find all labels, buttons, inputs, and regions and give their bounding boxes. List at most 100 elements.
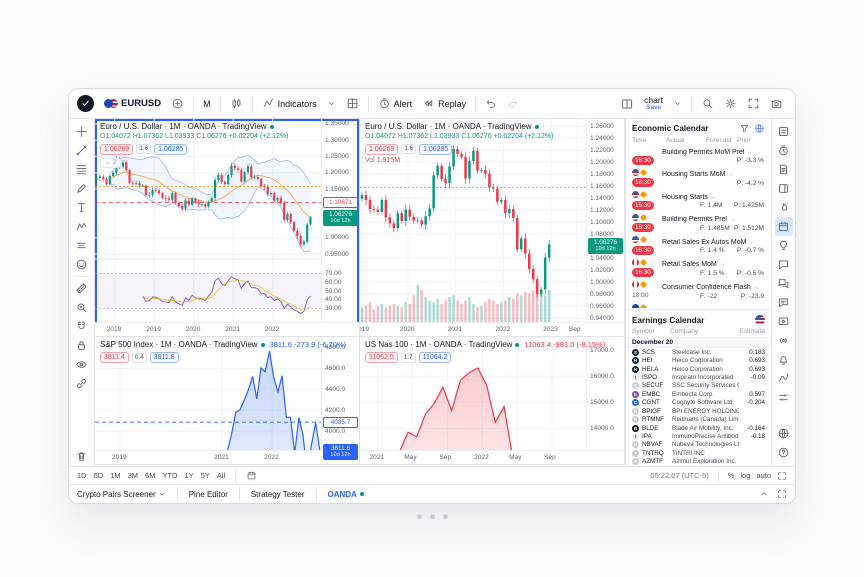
lock-tool[interactable]	[69, 336, 94, 355]
broker-tab[interactable]: OANDA	[328, 490, 364, 499]
replay-button[interactable]: Replay	[418, 95, 470, 112]
news-rail-button[interactable]	[775, 160, 793, 179]
snapshot-button[interactable]	[766, 95, 787, 112]
sell-button[interactable]: 3811.4	[100, 352, 129, 363]
zoom-in-tool[interactable]	[69, 298, 94, 317]
chart-panel-eurusd-main[interactable]: 1.35000 1.30000 1.25000 1.20000 1.15000 1.000…	[95, 119, 360, 337]
community-rail-button[interactable]	[775, 274, 793, 293]
globe-rail-button[interactable]	[775, 424, 793, 443]
panel-maximize-button[interactable]	[777, 489, 787, 499]
sell-button[interactable]: 1.06269	[100, 143, 134, 155]
auto-scale-toggle[interactable]: auto	[756, 471, 771, 480]
chart-panel-spx-index[interactable]: 4800.04600.04400.04200.04000.03600.03400…	[95, 337, 360, 465]
price-axis[interactable]: 4800.04600.04400.04200.04000.03600.03400…	[321, 337, 359, 464]
economic-event-row[interactable]: 16:30 Retail Sales Ex Autos MoM F: 1.4 % P:…	[626, 236, 771, 266]
range-5Y[interactable]: 5Y	[200, 471, 210, 480]
help-rail-button[interactable]	[775, 443, 793, 462]
trend-line-tool[interactable]	[69, 141, 94, 160]
earnings-row[interactable]: B BLDE Blade Air Mobility, Inc. -0.164	[626, 424, 771, 432]
calendar-rail-button[interactable]	[774, 217, 793, 236]
price-axis[interactable]: 1.35000 1.30000 1.25000 1.20000 1.15000 1.000…	[321, 119, 359, 323]
time-axis[interactable]: 2021 May Sep 2022 May Sep	[360, 450, 624, 464]
log-scale-toggle[interactable]: log	[740, 471, 751, 480]
layout-dropdown[interactable]	[669, 97, 686, 110]
range-1M[interactable]: 1M	[110, 471, 121, 480]
indicators-dropdown[interactable]	[323, 97, 340, 110]
panel-collapse-button[interactable]	[759, 489, 769, 499]
tab-pine-editor[interactable]: Pine Editor	[188, 489, 228, 499]
multichart-layout-button[interactable]	[616, 95, 638, 113]
time-axis[interactable]: 2019 2021 2022	[95, 450, 359, 464]
range-5D[interactable]: 5D	[93, 471, 104, 480]
sell-button[interactable]: 1.06269	[365, 143, 399, 155]
maximize-chart-button[interactable]	[777, 471, 787, 481]
notifications-rail-button[interactable]	[775, 350, 793, 369]
alerts-rail-button[interactable]	[775, 141, 793, 160]
time-axis[interactable]: 2018 2019 2020 2021 2022	[95, 322, 359, 336]
calendar-filter-button[interactable]	[739, 123, 750, 134]
buy-button[interactable]: 1.06285	[154, 143, 188, 155]
range-3M[interactable]: 3M	[127, 471, 139, 480]
chart-panel-nasdaq-100[interactable]: 17000.016000.015000.014000.013000.012000…	[360, 337, 625, 465]
buy-button[interactable]: 1.06285	[419, 143, 453, 155]
pine-scripts-rail-button[interactable]	[775, 369, 793, 388]
economic-event-row[interactable]: 16:30 Housing Starts F: 1.4M P: 1.425M	[626, 191, 771, 221]
fullscreen-button[interactable]	[743, 95, 764, 112]
indicator-templates-button[interactable]	[342, 95, 363, 112]
buy-button[interactable]: 3811.8	[149, 352, 179, 363]
broadcast-rail-button[interactable]	[775, 331, 793, 350]
symbol-search-button[interactable]: EURUSD	[100, 96, 165, 111]
crosshair-tool[interactable]	[69, 122, 94, 141]
compare-button[interactable]	[167, 95, 188, 112]
brush-tool[interactable]	[69, 179, 94, 198]
redo-button[interactable]	[503, 96, 523, 112]
range-1D[interactable]: 1D	[77, 471, 87, 480]
time-axis[interactable]: 2019 2020 2021 2022 2023 Sep	[360, 322, 624, 336]
xabcd-pattern-tool[interactable]	[69, 217, 94, 236]
percent-scale-toggle[interactable]: %	[727, 471, 735, 480]
earnings-row[interactable]: A AZMTF Azimut Exploration Inc.	[626, 457, 771, 466]
plot-area[interactable]	[95, 119, 322, 323]
range-1Y[interactable]: 1Y	[184, 471, 194, 480]
clock[interactable]: 05:22:07 (UTC-5)	[650, 471, 709, 480]
chat-rail-button[interactable]	[775, 255, 793, 274]
tradingview-logo[interactable]	[77, 95, 94, 112]
earnings-row[interactable]: E EMBC Embecta Corp. 0.597	[626, 390, 771, 398]
save-layout-button[interactable]: chart Save	[640, 94, 667, 113]
tab-strategy-tester[interactable]: Strategy Tester	[250, 489, 305, 499]
us-flag-icon[interactable]	[755, 315, 765, 325]
economic-event-row[interactable]: 18:00 Consumer Confidence Flash F: -22 P: -…	[626, 282, 771, 308]
price-axis[interactable]: 1.26000 1.24000 1.22000 1.20000 1.18000 1.160…	[586, 119, 624, 323]
streams-rail-button[interactable]	[775, 312, 793, 331]
earnings-row[interactable]: I ISPO Inspirato Incorporated -0.09	[626, 373, 771, 381]
indicators-button[interactable]: Indicators	[258, 95, 321, 112]
economic-event-row[interactable]: 16:30 Building Permits MoM Prel P: -3.3 %	[626, 146, 771, 176]
hotlists-rail-button[interactable]	[775, 198, 793, 217]
earnings-row[interactable]: T TNTRQ TINTRI INC	[626, 449, 771, 457]
economic-event-row[interactable]: 16:30 Housing Starts MoM P: -4.2 %	[626, 169, 771, 199]
ideas-rail-button[interactable]	[775, 236, 793, 255]
emoji-tool[interactable]	[69, 255, 94, 274]
earnings-row[interactable]: N NBVAF Nubeva Technologies Ltd.	[626, 441, 771, 449]
fib-retracement-tool[interactable]	[69, 160, 94, 179]
plot-area[interactable]	[95, 337, 322, 464]
chart-style-button[interactable]	[226, 95, 247, 112]
plot-area[interactable]	[360, 337, 587, 464]
buy-button[interactable]: 11064.2	[418, 352, 452, 363]
tab-crypto-pairs-screener[interactable]: Crypto Pairs Screener	[77, 490, 166, 499]
price-levels-rail-button[interactable]	[775, 388, 793, 407]
watchlist-rail-button[interactable]	[775, 122, 793, 141]
range-6M[interactable]: 6M	[145, 471, 156, 480]
economic-event-row[interactable]: 16:30 Retail Sales MoM F: 1.5 % P: -0.5 %	[626, 259, 771, 289]
range-All[interactable]: All	[216, 471, 226, 480]
sell-button[interactable]: 11062.5	[365, 352, 398, 363]
undo-button[interactable]	[481, 96, 501, 112]
settings-button[interactable]	[720, 95, 741, 112]
plot-area[interactable]	[360, 119, 587, 323]
quick-search-button[interactable]	[697, 95, 718, 112]
earnings-row[interactable]: H HEI Heico Corporation 0.693	[626, 356, 771, 365]
messages-rail-button[interactable]	[775, 293, 793, 312]
chart-panel-eurusd-volume[interactable]: 1.26000 1.24000 1.22000 1.20000 1.18000 1.160…	[360, 119, 625, 337]
